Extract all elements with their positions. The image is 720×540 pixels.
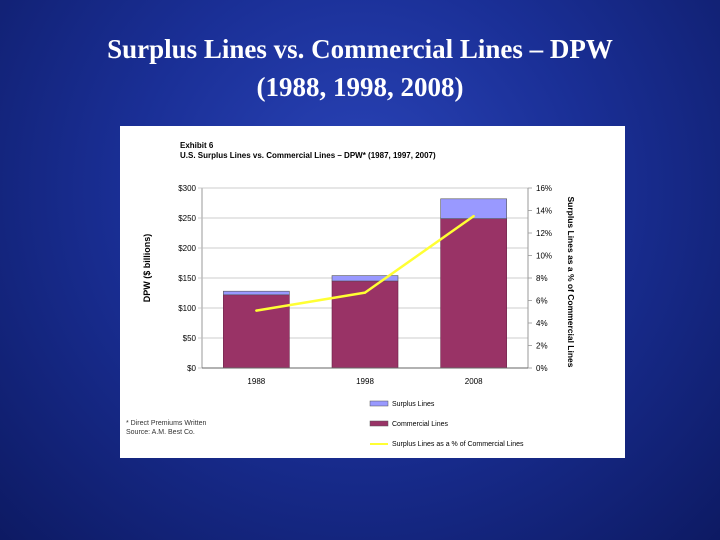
plot-area: $300 $250 $200 $150 $100 $50 $0 16% 14% 12% 10% 8% 6… <box>178 184 552 386</box>
bar-surplus-lines <box>331 275 399 282</box>
bar-commercial-lines <box>331 280 399 369</box>
legend-swatch <box>369 420 389 427</box>
y-tick-label: $150 <box>178 274 196 283</box>
line-point-surplus-pct <box>255 309 258 312</box>
bar-commercial-lines <box>440 218 507 369</box>
y2-tick-label: 12% <box>536 229 552 238</box>
y-tick-label: $300 <box>178 184 196 193</box>
legend-label: Surplus Lines as a % of Commercial Lines <box>392 441 524 448</box>
y-tick-label: $50 <box>183 334 197 343</box>
y2-tick-label: 0% <box>536 364 548 373</box>
chart-exhibit-label: Exhibit 6 <box>180 141 214 150</box>
x-tick-label: 1988 <box>247 377 265 386</box>
y-axis-label: DPW ($ billions) <box>142 234 152 303</box>
y-tick-label: $250 <box>178 214 196 223</box>
legend-swatch <box>369 400 389 407</box>
legend: Surplus Lines Commercial Lines Surplus Lin… <box>369 400 524 448</box>
y2-tick-label: 4% <box>536 319 548 328</box>
line-point-surplus-pct <box>472 214 475 218</box>
chart-panel: Exhibit 6 U.S. Surplus Lines vs. Commerc… <box>120 126 625 458</box>
y2-tick-label: 14% <box>536 207 552 216</box>
y2-tick-label: 2% <box>536 342 548 351</box>
y2-axis-label: Surplus Lines as a % of Commercial Lines <box>566 197 576 368</box>
y-tick-label: $200 <box>178 244 196 253</box>
legend-label: Surplus Lines <box>392 401 435 408</box>
y2-tick-label: 10% <box>536 252 552 261</box>
y2-tick-label: 16% <box>536 184 552 193</box>
y2-tick-label: 6% <box>536 297 548 306</box>
y2-tick-label: 8% <box>536 274 548 283</box>
slide-title: Surplus Lines vs. Commercial Lines – DPW… <box>0 30 720 106</box>
slide-title-line-1: Surplus Lines vs. Commercial Lines – DPW <box>107 34 613 64</box>
legend-label: Commercial Lines <box>392 421 449 428</box>
x-tick-label: 1998 <box>356 377 374 386</box>
slide-title-line-2: (1988, 1998, 2008) <box>256 72 464 102</box>
y-tick-label: $100 <box>178 304 196 313</box>
x-tick-label: 2008 <box>465 377 483 386</box>
bar-surplus-lines <box>223 290 290 296</box>
chart-svg: Exhibit 6 U.S. Surplus Lines vs. Commerc… <box>126 141 576 448</box>
line-point-surplus-pct <box>363 291 367 294</box>
footnote-direct-premiums: * Direct Premiums Written <box>126 420 206 427</box>
footnote-source: Source: A.M. Best Co. <box>126 429 195 436</box>
chart-title: U.S. Surplus Lines vs. Commercial Lines … <box>180 151 436 160</box>
bar-surplus-lines <box>440 198 507 219</box>
y-tick-label: $0 <box>187 364 196 373</box>
